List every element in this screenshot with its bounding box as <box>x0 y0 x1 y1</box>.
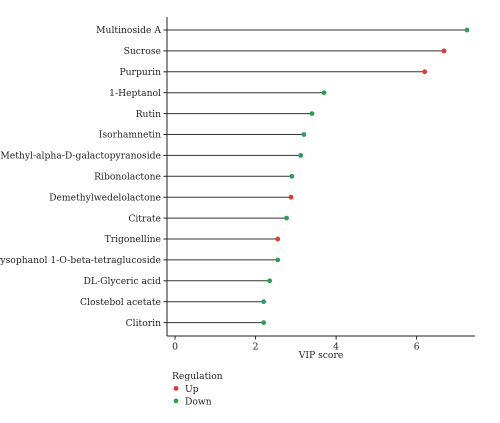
category-label: Citrate <box>128 213 161 224</box>
point <box>261 320 267 325</box>
point <box>267 278 273 284</box>
x-axis-title: VIP score <box>298 350 344 361</box>
legend-label: Up <box>185 384 199 395</box>
point <box>321 90 327 96</box>
point <box>275 236 281 242</box>
category-label: Isorhamnetin <box>99 130 161 141</box>
point <box>422 69 428 75</box>
point <box>288 194 294 200</box>
category-label: DL-Glyceric acid <box>84 276 162 287</box>
point <box>284 215 289 221</box>
legend-title: Regulation <box>172 371 223 382</box>
point <box>289 173 295 179</box>
category-label: Sucrose <box>124 46 161 57</box>
category-label: Purpurin <box>119 67 161 78</box>
x-tick-label: 0 <box>172 342 178 353</box>
point <box>301 132 307 137</box>
legend-marker <box>173 386 179 391</box>
category-label: Multinoside A <box>96 25 161 36</box>
category-label: Clostebol acetate <box>80 297 161 308</box>
category-label: Demethylwedelolactone <box>49 192 161 203</box>
point <box>464 27 470 33</box>
legend-label: Down <box>185 396 212 407</box>
category-labels: Multinoside A Sucrose Purpurin 1-Heptanol Ru… <box>0 25 167 329</box>
category-label: Chrysophanol 1-O-beta-tetraglucoside <box>0 255 161 266</box>
x-tick-label: 4 <box>333 342 339 353</box>
category-label: Ribonolactone <box>94 172 161 183</box>
point <box>261 299 267 305</box>
category-label: 1-Heptanol <box>109 88 161 99</box>
point <box>275 257 281 263</box>
category-label: Trigonelline <box>105 234 161 245</box>
x-tick-label: 6 <box>414 342 420 353</box>
stems <box>167 29 467 324</box>
x-axis: 0 2 4 6 <box>172 336 420 353</box>
category-label: Rutin <box>136 109 161 120</box>
x-tick-label: 2 <box>253 342 259 353</box>
point <box>298 153 304 158</box>
point <box>441 48 447 54</box>
category-label: Methyl-alpha-D-galactopyranoside <box>0 151 161 162</box>
points <box>261 27 470 325</box>
point <box>309 111 315 116</box>
legend-marker <box>173 398 179 404</box>
category-label: Clitorin <box>126 318 161 329</box>
